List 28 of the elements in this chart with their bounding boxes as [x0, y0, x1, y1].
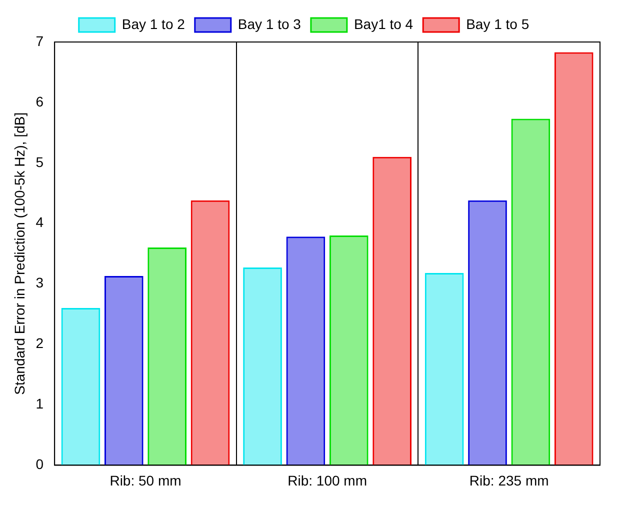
bar: [424, 272, 464, 466]
x-tick-label: Rib: 100 mm: [288, 472, 367, 488]
bar: [61, 308, 100, 466]
y-tick-label: 1: [36, 396, 44, 412]
bar: [243, 268, 282, 466]
y-tick-label: 5: [36, 154, 44, 170]
bar: [329, 235, 368, 466]
y-tick-label: 2: [36, 335, 44, 352]
bar: [511, 118, 550, 466]
bar: [372, 156, 412, 466]
legend-label: Bay 1 to 2: [122, 16, 186, 32]
x-tick-label: Rib: 50 mm: [110, 472, 182, 488]
legend-label: Bay 1 to 3: [238, 16, 302, 32]
y-tick-label: 4: [36, 214, 44, 230]
legend-label: Bay 1 to 5: [466, 16, 530, 32]
y-tick-label: 7: [36, 32, 44, 49]
bar: [190, 200, 230, 466]
bar: [148, 248, 187, 466]
x-tick-label: Rib: 235 mm: [469, 472, 549, 488]
y-tick-label: 3: [36, 274, 44, 291]
y-axis-title: Standard Error in Prediction (100-5k Hz), [dB]: [11, 112, 28, 395]
bar: [104, 276, 144, 466]
bar: [468, 200, 507, 466]
y-tick-label: 6: [36, 93, 44, 110]
legend-label: Bay1 to 4: [354, 16, 414, 32]
bar: [286, 236, 326, 466]
y-tick-label: 0: [36, 456, 44, 472]
bar: [554, 52, 594, 466]
